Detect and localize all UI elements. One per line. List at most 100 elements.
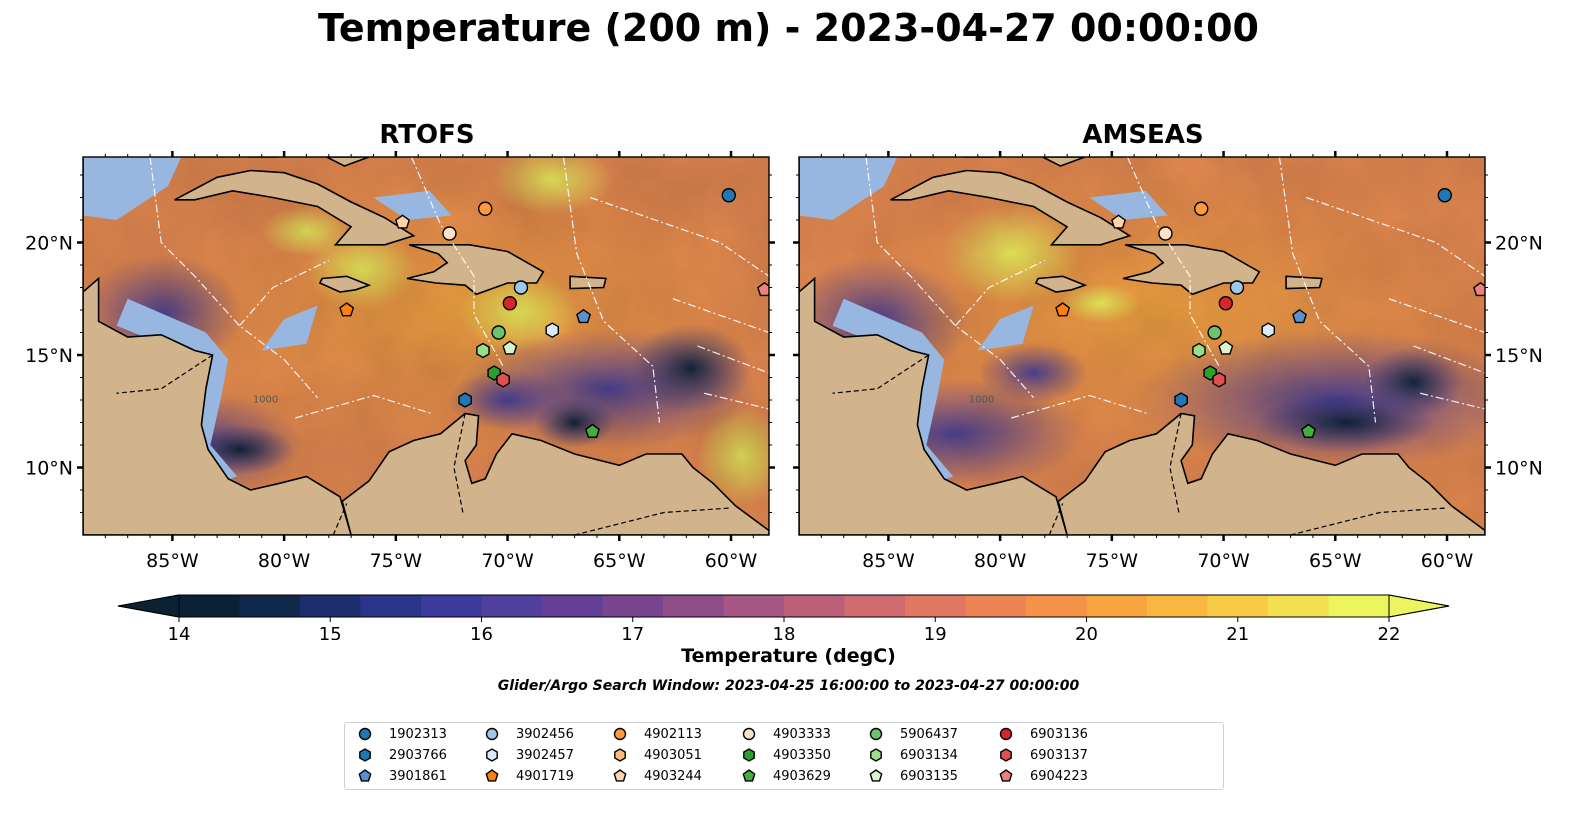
land bbox=[1122, 244, 1261, 296]
float-legend: 1902313 2903766 3901861 3902456 3902457 49017… bbox=[344, 722, 1224, 790]
float-marker-4902113 bbox=[1194, 201, 1209, 216]
legend-marker-icon bbox=[485, 727, 499, 741]
legend-marker bbox=[869, 769, 883, 782]
float-marker-4903333 bbox=[442, 226, 457, 241]
legend-marker-icon bbox=[486, 748, 498, 762]
legend-marker-icon bbox=[869, 727, 883, 741]
land bbox=[890, 169, 1132, 246]
legend-marker-icon bbox=[613, 727, 627, 741]
legend-label: 6904223 bbox=[1030, 768, 1088, 784]
legend-label: 4903051 bbox=[644, 747, 702, 763]
legend-marker-icon bbox=[999, 769, 1013, 782]
search-window-text: Glider/Argo Search Window: 2023-04-25 16… bbox=[497, 678, 1080, 694]
colorbar-tick-label: 18 bbox=[773, 624, 796, 640]
shallow-shelf bbox=[977, 305, 1034, 351]
legend-label: 3901861 bbox=[389, 768, 447, 784]
colorbar-segment bbox=[239, 595, 301, 617]
float-marker-5906437 bbox=[1207, 325, 1222, 340]
colorbar-segment bbox=[905, 595, 966, 617]
land bbox=[248, 157, 279, 158]
eez-boundary bbox=[704, 392, 769, 410]
map-frame bbox=[798, 156, 1486, 536]
shallow-shelf bbox=[832, 298, 954, 484]
float-marker-2903766 bbox=[1174, 392, 1188, 408]
country-border bbox=[1048, 503, 1064, 535]
eez-boundary bbox=[1011, 394, 1148, 419]
legend-entry-4903244: 4903244 bbox=[610, 768, 702, 784]
eez-boundary bbox=[295, 394, 432, 419]
legend-entry-4902113: 4902113 bbox=[610, 726, 702, 742]
map-panel-rtofs: 1000 85°W 80°W 75°W 70°W 65°W 60°W 20°N 15°N 10°N bbox=[25, 151, 775, 572]
float-marker-4902113 bbox=[478, 201, 493, 216]
isobath-label: 1000 bbox=[253, 394, 278, 405]
lon-tick-label: 75°W bbox=[370, 550, 423, 572]
land bbox=[341, 412, 769, 535]
float-marker-1902313 bbox=[1437, 188, 1452, 203]
legend-marker-icon bbox=[358, 727, 372, 741]
legend-entry-6903137: 6903137 bbox=[996, 747, 1088, 763]
shallow-shelf bbox=[116, 298, 238, 484]
land bbox=[799, 157, 1068, 535]
legend-marker bbox=[870, 748, 882, 762]
colorbar-min-extend bbox=[117, 594, 180, 618]
gulf-water bbox=[799, 157, 898, 220]
legend-label: 2903766 bbox=[389, 747, 447, 763]
legend-label: 4903629 bbox=[773, 768, 831, 784]
country-border bbox=[832, 354, 929, 394]
colorbar-segment bbox=[1207, 595, 1269, 617]
legend-entry-5906437: 5906437 bbox=[866, 726, 958, 742]
float-marker-6903134 bbox=[1192, 342, 1206, 359]
colorbar-segment bbox=[179, 595, 240, 617]
legend-label: 4902113 bbox=[644, 726, 702, 742]
float-marker-6904223 bbox=[757, 281, 769, 297]
country-border bbox=[116, 354, 213, 394]
panel-title-rtofs: RTOFS bbox=[379, 120, 475, 150]
colorbar: 14 15 16 17 18 19 20 21 22 bbox=[117, 594, 1450, 640]
float-marker-4903333 bbox=[1158, 226, 1173, 241]
float-marker-3902456 bbox=[513, 280, 529, 295]
legend-label: 6903137 bbox=[1030, 747, 1088, 763]
float-marker-6903137 bbox=[1212, 371, 1226, 388]
legend-marker bbox=[613, 769, 627, 782]
panel-title-amseas: AMSEAS bbox=[1082, 120, 1204, 150]
legend-marker-icon bbox=[869, 769, 883, 782]
eez-boundary bbox=[865, 157, 1035, 399]
legend-entry-6904223: 6904223 bbox=[996, 768, 1088, 784]
legend-marker-icon bbox=[870, 748, 882, 762]
colorbar-segment bbox=[481, 595, 543, 617]
legend-marker bbox=[614, 748, 626, 762]
country-border bbox=[1290, 507, 1448, 535]
land bbox=[318, 275, 372, 293]
eez-boundary bbox=[238, 259, 330, 327]
legend-marker bbox=[613, 727, 627, 741]
figure-title: Temperature (200 m) - 2023-04-27 00:00:0… bbox=[317, 6, 1259, 50]
float-marker-6903136 bbox=[1218, 296, 1233, 311]
legend-entry-4903333: 4903333 bbox=[739, 726, 831, 742]
land bbox=[174, 169, 416, 246]
eez-boundary bbox=[1388, 298, 1485, 334]
lon-tick-label: 70°W bbox=[481, 550, 534, 572]
legend-entry-3902456: 3902456 bbox=[482, 726, 574, 742]
legend-marker-icon bbox=[742, 769, 756, 782]
legend-entry-4903629: 4903629 bbox=[739, 768, 831, 784]
legend-marker-icon bbox=[485, 769, 499, 782]
float-marker-3902457 bbox=[545, 322, 559, 339]
legend-marker bbox=[486, 748, 498, 762]
lon-tick-label: 80°W bbox=[258, 550, 311, 572]
land bbox=[1034, 275, 1088, 293]
colorbar-max-extend bbox=[1388, 594, 1450, 618]
legend-entry-4903051: 4903051 bbox=[610, 747, 702, 763]
eez-boundary bbox=[672, 298, 769, 334]
legend-label: 6903136 bbox=[1030, 726, 1088, 742]
float-marker-3902457 bbox=[1261, 322, 1275, 339]
land bbox=[964, 157, 995, 158]
lat-tick-label: 20°N bbox=[25, 233, 73, 255]
lon-tick-label: 65°W bbox=[1309, 550, 1362, 572]
float-marker-6903134 bbox=[476, 342, 490, 359]
colorbar-segment bbox=[1268, 595, 1329, 617]
land bbox=[1057, 412, 1485, 535]
eez-boundary bbox=[697, 345, 769, 374]
legend-label: 6903135 bbox=[900, 768, 958, 784]
legend-entry-6903135: 6903135 bbox=[866, 768, 958, 784]
legend-marker-icon bbox=[358, 769, 372, 782]
